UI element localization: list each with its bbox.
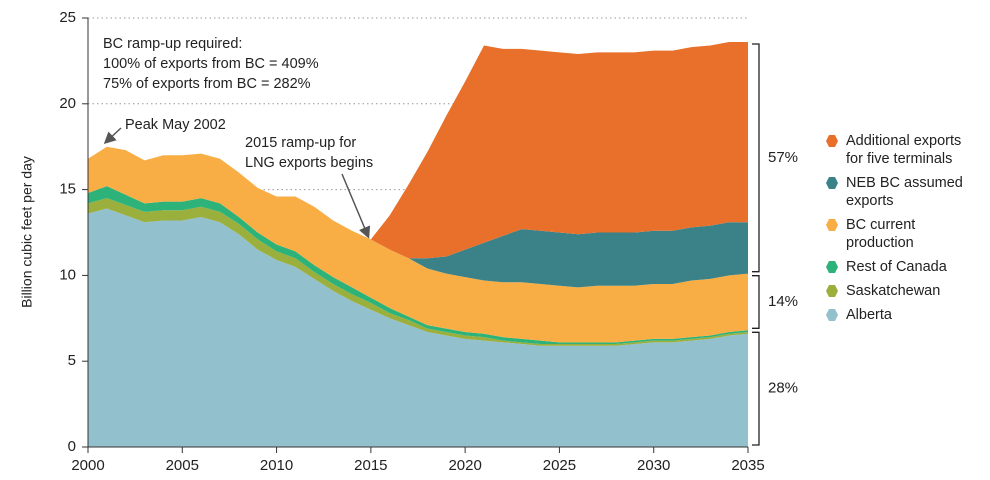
legend-item: NEB BC assumed exports [826,174,968,210]
annotation: LNG exports begins [245,155,373,171]
legend-label: Rest of Canada [846,259,947,275]
x-tick-label: 2005 [166,457,199,474]
bracket-label: 28% [768,380,798,397]
y-tick-label: 25 [59,9,76,26]
legend-swatch [826,285,838,297]
legend-swatch [826,135,838,147]
arrow [103,127,122,145]
annotation: 75% of exports from BC = 282% [103,76,311,92]
annotation: BC ramp-up required: [103,36,242,52]
legend-item: Alberta [826,306,968,324]
x-tick-label: 2015 [354,457,387,474]
bracket [752,275,760,329]
legend-item: Rest of Canada [826,258,968,276]
area [88,146,748,288]
legend-swatch [826,261,838,273]
annotation: 100% of exports from BC = 409% [103,56,319,72]
area [88,208,748,447]
legend-item: BC current production [826,216,968,252]
legend-label: Additional exports for five terminals [846,133,962,167]
annotation: Peak May 2002 [125,117,226,133]
arrow [341,173,371,239]
area [88,146,748,343]
legend-label: Alberta [846,307,892,323]
legend-label: Saskatchewan [846,283,941,299]
legend-label: BC current production [846,217,916,251]
x-tick-label: 2020 [448,457,481,474]
bracket [752,331,760,446]
legend-item: Saskatchewan [826,282,968,300]
y-tick-label: 15 [59,181,76,198]
legend-item: Additional exports for five terminals [826,132,968,168]
x-tick-label: 2035 [731,457,764,474]
x-tick-label: 2025 [543,457,576,474]
legend: Additional exports for five terminals NEB… [826,132,968,330]
y-axis-label: Billion cubic feet per day [19,156,35,308]
y-tick-label: 5 [68,352,76,369]
y-tick-label: 0 [68,438,76,455]
annotation: 2015 ramp-up for [245,135,356,151]
legend-swatch [826,219,838,231]
bracket-label: 57% [768,149,798,166]
x-tick-label: 2010 [260,457,293,474]
legend-label: NEB BC assumed exports [846,175,963,209]
x-tick-label: 2000 [71,457,104,474]
legend-swatch [826,177,838,189]
area [88,42,748,259]
y-tick-label: 20 [59,95,76,112]
bracket-label: 14% [768,293,798,310]
x-tick-label: 2030 [637,457,670,474]
y-tick-label: 10 [59,266,76,283]
area [88,198,748,346]
bracket [752,43,760,273]
legend-swatch [826,309,838,321]
